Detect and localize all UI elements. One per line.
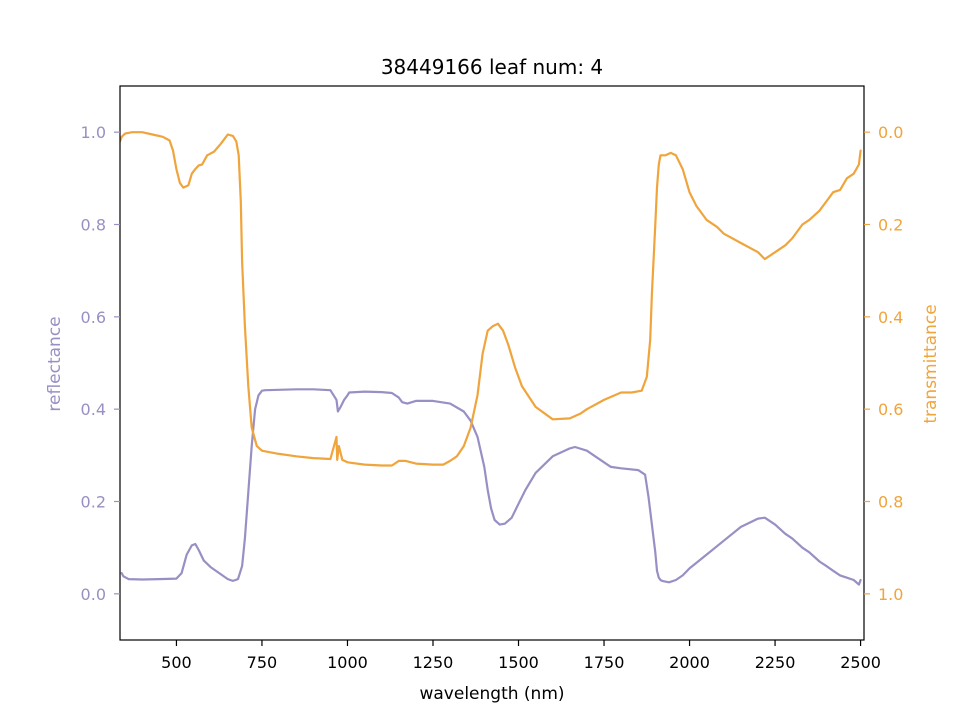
x-tick-label: 1000: [327, 653, 368, 672]
x-tick-label: 2000: [669, 653, 710, 672]
y-right-tick-label: 0.2: [878, 216, 903, 235]
y-left-tick-label: 0.2: [81, 493, 106, 512]
y-left-tick-label: 1.0: [81, 123, 106, 142]
y-left-tick-label: 0.8: [81, 216, 106, 235]
plot-frame: [119, 85, 865, 641]
y-axis-label-left: reflectance: [45, 316, 65, 411]
x-tick-label: 500: [161, 653, 192, 672]
plot-area: [120, 131, 862, 586]
x-tick-label: 2250: [755, 653, 796, 672]
y-right-tick-label: 0.4: [878, 308, 903, 327]
series-line-reflectance: [120, 388, 862, 586]
y-left-tick-label: 0.6: [81, 308, 106, 327]
x-tick-label: 1750: [584, 653, 625, 672]
y-right-tick-label: 1.0: [878, 585, 903, 604]
y-axis-label-right: transmittance: [921, 304, 941, 423]
chart-title: 38449166 leaf num: 4: [381, 55, 603, 79]
axes: 500 750 1000 1250 1500 1750 2000 2250 2500 0.0 0.2…: [81, 85, 903, 672]
y-right-tick-label: 0.6: [878, 400, 903, 419]
x-axis-label: wavelength (nm): [419, 684, 564, 704]
x-tick-label: 750: [247, 653, 278, 672]
y-right-tick-label: 0.0: [878, 123, 903, 142]
y-right-tick-label: 0.8: [878, 493, 903, 512]
x-tick-label: 1500: [498, 653, 539, 672]
x-tick-label: 1250: [413, 653, 454, 672]
x-tick-label: 2500: [840, 653, 881, 672]
y-left-tick-label: 0.0: [81, 585, 106, 604]
series-line-transmittance: [120, 131, 862, 467]
y-left-tick-label: 0.4: [81, 400, 106, 419]
